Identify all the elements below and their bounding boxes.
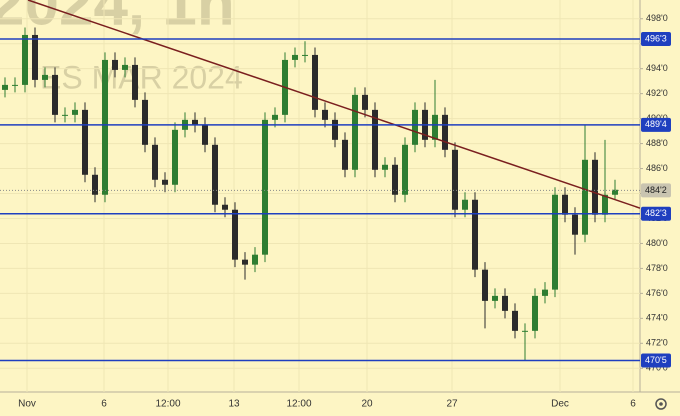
x-tick-label: Dec bbox=[551, 399, 569, 410]
candle-body bbox=[462, 199, 468, 210]
y-tick-label: 474'0 bbox=[646, 313, 668, 323]
level-label: 470'5 bbox=[645, 355, 667, 365]
candle-body bbox=[272, 114, 278, 120]
candle-body bbox=[142, 99, 148, 145]
candle-body bbox=[372, 109, 378, 170]
candle-body bbox=[592, 159, 598, 215]
candle-body bbox=[172, 129, 178, 185]
candle-body bbox=[202, 124, 208, 145]
x-tick-label: 6 bbox=[630, 399, 636, 410]
y-tick-label: 478'0 bbox=[646, 263, 668, 273]
candle-body bbox=[532, 295, 538, 331]
y-tick-label: 486'0 bbox=[646, 163, 668, 173]
trend-line bbox=[27, 0, 640, 209]
candle-body bbox=[482, 269, 488, 301]
candle-body bbox=[382, 164, 388, 170]
level-box bbox=[641, 117, 671, 132]
candle-body bbox=[542, 289, 548, 296]
watermark-symbol: ES MAR 2024 bbox=[40, 59, 243, 95]
candle-body bbox=[552, 194, 558, 290]
candle-body bbox=[162, 179, 168, 185]
level-box bbox=[641, 353, 671, 368]
candle-body bbox=[212, 144, 218, 205]
candle-body bbox=[22, 34, 28, 85]
candle-body bbox=[112, 59, 118, 70]
last-price-label: 484'2 bbox=[645, 185, 667, 195]
candle-body bbox=[262, 119, 268, 255]
level-label: 496'3 bbox=[645, 33, 667, 43]
y-tick-label: 494'0 bbox=[646, 63, 668, 73]
candle-body bbox=[352, 94, 358, 170]
candle-body bbox=[562, 194, 568, 215]
candle-body bbox=[42, 74, 48, 80]
candle-body bbox=[92, 174, 98, 195]
x-tick-label: Nov bbox=[18, 399, 36, 410]
y-tick-label: 488'0 bbox=[646, 138, 668, 148]
candle-body bbox=[342, 139, 348, 170]
candle-body bbox=[52, 74, 58, 115]
y-tick-label: 492'0 bbox=[646, 88, 668, 98]
candle-body bbox=[452, 149, 458, 210]
x-tick-label: 20 bbox=[361, 399, 373, 410]
candle-body bbox=[102, 59, 108, 195]
candle-body bbox=[442, 114, 448, 150]
last-price-box bbox=[641, 183, 671, 198]
settings-icon[interactable] bbox=[655, 398, 667, 410]
level-label: 489'4 bbox=[645, 119, 667, 129]
candle-body bbox=[32, 34, 38, 80]
candle-body bbox=[402, 144, 408, 195]
y-tick-label: 480'0 bbox=[646, 238, 668, 248]
candle-body bbox=[292, 54, 298, 60]
candle-body bbox=[122, 64, 128, 70]
y-tick-label: 498'0 bbox=[646, 13, 668, 23]
level-box bbox=[641, 206, 671, 221]
candle-body bbox=[392, 164, 398, 195]
candle-body bbox=[62, 114, 68, 116]
candle-body bbox=[312, 54, 318, 110]
plot-area bbox=[0, 0, 640, 392]
candle-body bbox=[602, 194, 608, 215]
candle-body bbox=[302, 54, 308, 56]
candle-body bbox=[432, 114, 438, 140]
candle-body bbox=[492, 295, 498, 301]
candle-body bbox=[582, 159, 588, 235]
candle-body bbox=[72, 109, 78, 115]
candle-body bbox=[522, 330, 528, 332]
candle-body bbox=[472, 199, 478, 270]
candle-body bbox=[192, 119, 198, 125]
x-tick-label: 13 bbox=[228, 399, 240, 410]
candle-body bbox=[242, 259, 248, 265]
candle-body bbox=[252, 254, 258, 265]
candle-body bbox=[82, 109, 88, 175]
y-tick-label: 476'0 bbox=[646, 288, 668, 298]
candle-body bbox=[572, 214, 578, 235]
candle-body bbox=[2, 84, 8, 90]
candle-body bbox=[512, 310, 518, 331]
level-box bbox=[641, 32, 671, 47]
y-tick-label: 470'0 bbox=[646, 363, 668, 373]
candle-body bbox=[152, 144, 158, 180]
candle-body bbox=[232, 209, 238, 260]
level-label: 482'3 bbox=[645, 208, 667, 218]
y-tick-label: 472'0 bbox=[646, 338, 668, 348]
candle-body bbox=[322, 109, 328, 120]
candle-body bbox=[502, 295, 508, 311]
candle-body bbox=[362, 94, 368, 110]
x-tick-label: 6 bbox=[101, 399, 107, 410]
x-tick-label: 12:00 bbox=[155, 399, 180, 410]
x-tick-label: 27 bbox=[446, 399, 458, 410]
candle-body bbox=[132, 64, 138, 100]
axes: 470'0472'0474'0476'0478'0480'0482'0484'0… bbox=[18, 13, 671, 410]
x-tick-label: 12:00 bbox=[286, 399, 311, 410]
candle-body bbox=[612, 189, 618, 195]
candle-body bbox=[12, 84, 18, 86]
candle-body bbox=[412, 109, 418, 145]
candle-body bbox=[332, 119, 338, 140]
candle-body bbox=[222, 204, 228, 210]
